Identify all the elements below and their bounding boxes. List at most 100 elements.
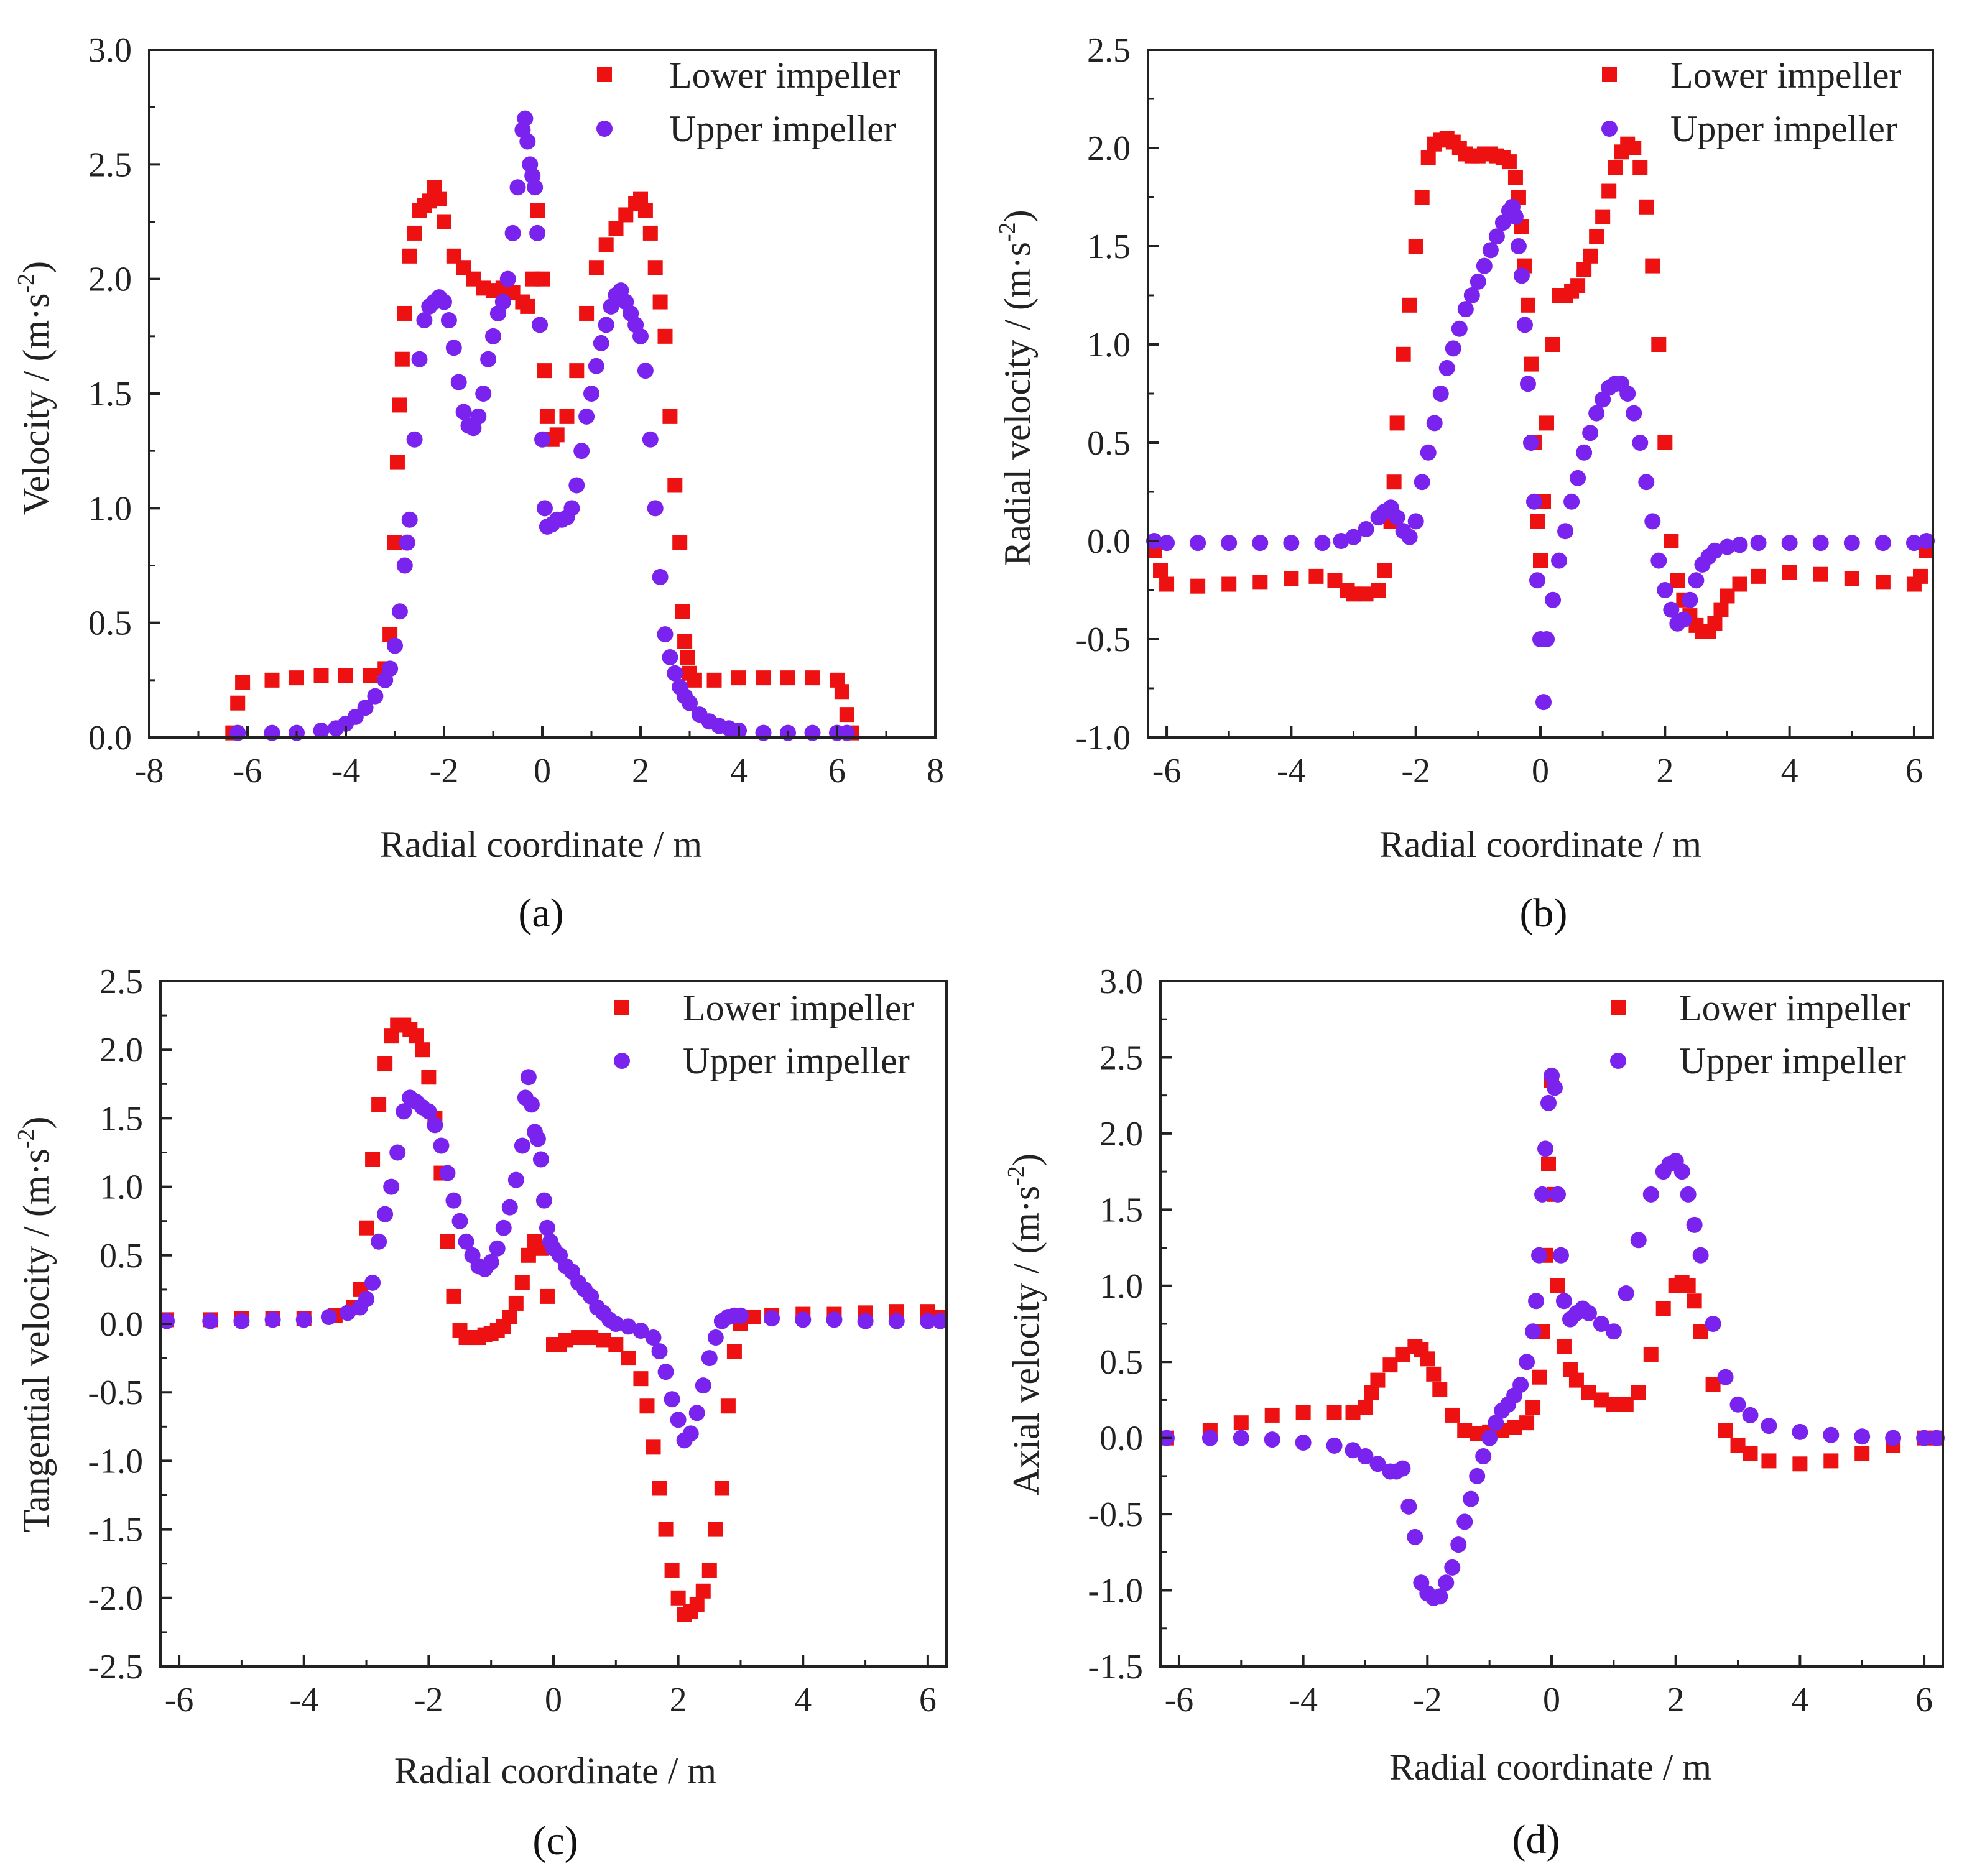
- lower-impeller-point: [264, 672, 280, 688]
- lower-impeller-point: [1651, 337, 1667, 352]
- lower-impeller-point: [1792, 1456, 1808, 1472]
- upper-impeller-point: [295, 1311, 312, 1328]
- lower-impeller-point: [371, 1097, 387, 1112]
- x-tick-label: 0: [545, 1681, 562, 1719]
- lower-impeller-point: [1912, 568, 1928, 584]
- upper-impeller-point: [450, 374, 467, 390]
- upper-impeller-point: [1400, 1498, 1417, 1515]
- lower-impeller-point: [664, 1563, 680, 1578]
- lower-impeller-point: [633, 1371, 649, 1387]
- y-tick-label: 1.5: [1099, 1191, 1143, 1229]
- y-tick-label: -2.0: [88, 1579, 143, 1618]
- upper-impeller-point: [1605, 1323, 1622, 1340]
- upper-impeller-point: [519, 133, 536, 150]
- upper-impeller-point: [396, 557, 413, 574]
- lower-impeller-point: [313, 668, 329, 683]
- lower-impeller-point: [1190, 578, 1206, 594]
- x-tick-label: -2: [414, 1681, 443, 1719]
- x-tick-label: 2: [1667, 1681, 1685, 1719]
- upper-impeller-point: [1673, 1163, 1690, 1180]
- lower-impeller-series: [1159, 1073, 1945, 1472]
- upper-impeller-point: [1588, 405, 1605, 422]
- upper-impeller-point: [1663, 601, 1680, 618]
- lower-impeller-point: [596, 1333, 611, 1348]
- upper-impeller-point: [523, 1096, 540, 1113]
- lower-impeller-point: [1576, 262, 1592, 277]
- lower-impeller-point: [1327, 573, 1343, 588]
- y-tick-label: -1.5: [1088, 1648, 1143, 1686]
- upper-impeller-point: [1456, 1513, 1473, 1530]
- lower-impeller-point: [1782, 565, 1797, 580]
- lower-impeller-point: [1432, 1382, 1448, 1397]
- upper-impeller-point: [1252, 535, 1269, 552]
- upper-impeller-point: [1314, 535, 1331, 552]
- lower-impeller-point: [1396, 346, 1411, 362]
- legend-lower-label: Lower impeller: [669, 55, 900, 96]
- panel-b-ylabel: Radial velocity / (m·s-2): [994, 210, 1038, 566]
- lower-impeller-point: [1632, 160, 1648, 175]
- upper-impeller-point: [1438, 1574, 1455, 1591]
- lower-impeller-point: [1386, 474, 1402, 490]
- lower-impeller-point: [1545, 337, 1561, 352]
- x-tick-label: -6: [165, 1681, 194, 1719]
- x-tick-label: 6: [1915, 1681, 1933, 1719]
- upper-impeller-point: [588, 358, 604, 374]
- upper-impeller-point: [1345, 529, 1362, 545]
- y-tick-label: -0.5: [1075, 621, 1131, 659]
- lower-impeller-point: [1420, 1351, 1435, 1367]
- y-tick-label: 2.5: [88, 146, 132, 184]
- upper-impeller-point: [1731, 537, 1748, 553]
- y-tick-label: 2.5: [1099, 1038, 1143, 1077]
- lower-impeller-point: [1377, 563, 1392, 578]
- upper-impeller-point: [652, 568, 669, 585]
- upper-impeller-point: [387, 637, 403, 654]
- upper-impeller-point: [1706, 542, 1723, 559]
- lower-impeller-point: [1761, 1453, 1777, 1469]
- y-tick-label: 0.5: [1087, 424, 1131, 463]
- lower-impeller-point: [1529, 514, 1545, 529]
- upper-impeller-point: [1264, 1431, 1280, 1448]
- upper-impeller-point: [1450, 1536, 1467, 1553]
- lower-impeller-point: [1539, 415, 1555, 431]
- upper-impeller-point: [1792, 1423, 1808, 1440]
- upper-impeller-point: [509, 179, 526, 196]
- x-tick-label: -2: [1401, 752, 1430, 790]
- upper-impeller-series: [229, 110, 855, 741]
- lower-impeller-point: [539, 1288, 555, 1304]
- lower-impeller-point: [652, 1481, 667, 1496]
- lower-impeller-point: [706, 672, 722, 688]
- upper-impeller-point: [651, 1343, 668, 1360]
- upper-impeller-point: [1283, 535, 1300, 552]
- lower-impeller-point: [1520, 297, 1535, 313]
- legend-upper-label: Upper impeller: [683, 1040, 910, 1081]
- y-tick-label: 0.0: [100, 1305, 143, 1344]
- lower-impeller-point: [359, 1220, 374, 1236]
- panel-d-legend: Lower impeller Upper impeller: [1610, 987, 1910, 1081]
- lower-impeller-point: [520, 298, 535, 314]
- lower-impeller-point: [1358, 586, 1374, 602]
- upper-impeller-point: [645, 1329, 662, 1346]
- upper-impeller-point: [662, 649, 678, 665]
- lower-impeller-point: [437, 214, 451, 229]
- upper-impeller-point: [1463, 1490, 1479, 1507]
- upper-impeller-point: [391, 603, 408, 620]
- upper-impeller-point: [1357, 1448, 1374, 1465]
- upper-impeller-point: [1680, 1186, 1697, 1203]
- x-tick-label: 4: [794, 1681, 812, 1719]
- y-tick-label: 0.5: [1099, 1343, 1143, 1382]
- upper-impeller-point: [667, 665, 683, 682]
- lower-impeller-point: [1680, 1278, 1696, 1293]
- upper-impeller-point: [1563, 493, 1580, 510]
- lower-impeller-point: [1408, 239, 1423, 254]
- x-tick-label: 0: [534, 752, 551, 790]
- lower-impeller-point: [720, 1398, 736, 1414]
- lower-impeller-point: [1153, 563, 1169, 578]
- legend-lower-marker: [1611, 1000, 1626, 1015]
- lower-impeller-point: [1687, 1293, 1702, 1309]
- lower-impeller-point: [701, 1563, 717, 1578]
- upper-impeller-point: [536, 500, 553, 517]
- upper-impeller-point: [383, 1178, 400, 1195]
- upper-impeller-point: [520, 1069, 537, 1086]
- upper-impeller-point: [647, 500, 664, 517]
- x-tick-label: -4: [289, 1681, 318, 1719]
